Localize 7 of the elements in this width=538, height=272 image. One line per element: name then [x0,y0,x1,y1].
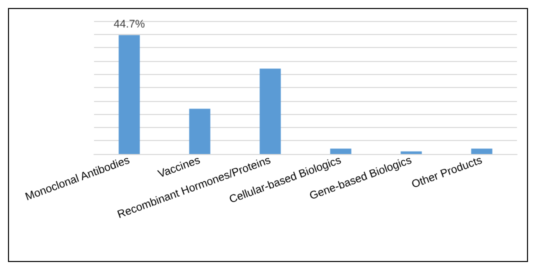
bar [471,148,492,154]
data-label: 44.7% [114,18,146,31]
bar [400,151,422,154]
bar [330,148,352,154]
bar [189,108,210,154]
bar [118,35,140,154]
bar [260,68,281,154]
